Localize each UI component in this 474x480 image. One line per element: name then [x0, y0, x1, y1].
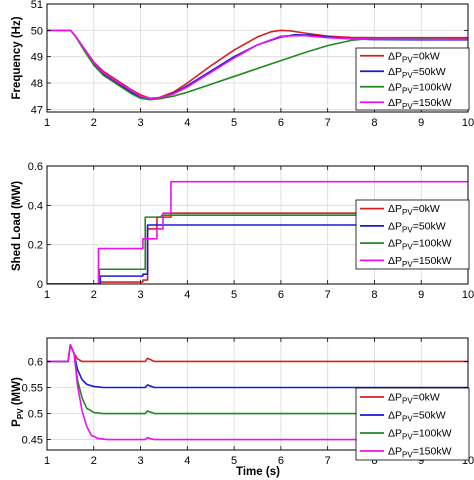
series-line-3 — [47, 29, 468, 100]
ylabel-pv-prefix: P — [11, 419, 23, 427]
legend-label-3: ΔPPV=150kW — [388, 97, 452, 111]
ylabel-pv-sub: PV — [16, 408, 25, 419]
x-tick-label: 8 — [371, 455, 377, 467]
legend-label-2: ΔPPV=100kW — [388, 81, 452, 95]
x-tick-label: 2 — [91, 289, 97, 301]
y-tick-label: 0.4 — [28, 200, 43, 212]
x-tick-label: 9 — [418, 289, 424, 301]
legend-label-3: ΔPPV=150kW — [388, 446, 452, 460]
x-tick-label: 1 — [44, 117, 50, 129]
series-line-2 — [47, 29, 468, 101]
ylabel-shed-load: Shed Load (MW) — [11, 181, 23, 271]
y-tick-label: 0.5 — [28, 409, 43, 421]
y-tick-label: 0.45 — [22, 435, 43, 447]
y-tick-label: 0.6 — [28, 161, 43, 173]
y-tick-label: 50 — [31, 25, 43, 37]
legend-box — [355, 387, 470, 461]
legend-label-2: ΔPPV=100kW — [388, 238, 452, 252]
y-tick-label: 49 — [31, 52, 43, 64]
legend: ΔPPV=0kW ΔPPV=50kW ΔPPV=100kW ΔPPV=150kW — [355, 199, 470, 270]
x-tick-label: 5 — [231, 289, 237, 301]
series-line-3 — [47, 343, 468, 441]
legend-label-1: ΔPPV=50kW — [388, 410, 446, 424]
ylabel-frequency: Frequency (Hz) — [11, 16, 23, 99]
series-line-1 — [47, 224, 468, 284]
x-tick-label: 4 — [184, 455, 190, 467]
legend-label-2: ΔPPV=100kW — [388, 428, 452, 442]
x-tick-label: 3 — [137, 455, 143, 467]
x-tick-label: 4 — [184, 289, 190, 301]
panel-shed-load: Shed Load (MW) 1 2 3 4 5 6 7 8 9 10 0 0.2 0.4 0.6 ΔPPV… — [11, 161, 474, 301]
series-line-3 — [47, 180, 468, 284]
x-tick-label: 6 — [278, 117, 284, 129]
legend-label-1: ΔPPV=50kW — [388, 66, 446, 80]
x-tick-label: 6 — [278, 289, 284, 301]
x-tick-label: 8 — [371, 117, 377, 129]
y-tick-label: 0.6 — [28, 356, 43, 368]
x-tick-label: 7 — [325, 289, 331, 301]
xlabel-time: Time (s) — [236, 466, 280, 478]
x-tick-label: 10 — [462, 289, 474, 301]
y-tick-label: 51 — [31, 0, 43, 11]
x-tick-label: 4 — [184, 117, 190, 129]
x-tick-label: 9 — [418, 117, 424, 129]
y-tick-label: 0 — [37, 279, 43, 291]
y-tick-label: 48 — [31, 78, 43, 90]
x-tick-label: 7 — [325, 117, 331, 129]
legend-label-0: ΔPPV=0kW — [388, 392, 440, 406]
x-tick-label: 2 — [91, 455, 97, 467]
legend-box — [355, 199, 470, 270]
x-tick-label: 5 — [231, 455, 237, 467]
y-tick-label: 0.2 — [28, 240, 43, 252]
ylabel-pv-power: PPV (MW) — [11, 377, 25, 427]
panel-frequency: Frequency (Hz) 1 2 3 4 5 6 7 8 9 10 47 48 49 50 51 ΔPPV… — [11, 0, 474, 129]
ylabel-pv-suffix: (MW) — [11, 377, 23, 408]
legend-label-0: ΔPPV=0kW — [388, 203, 440, 217]
legend-label-1: ΔPPV=50kW — [388, 220, 446, 234]
x-tick-label: 2 — [91, 117, 97, 129]
x-tick-label: 1 — [44, 289, 50, 301]
legend: ΔPPV=0kW ΔPPV=50kW ΔPPV=100kW ΔPPV=150kW — [355, 387, 470, 461]
series-line-2 — [47, 214, 468, 284]
x-tick-label: 8 — [371, 289, 377, 301]
legend-label-0: ΔPPV=0kW — [388, 50, 440, 64]
x-tick-label: 6 — [278, 455, 284, 467]
legend-label-3: ΔPPV=150kW — [388, 255, 452, 269]
x-tick-label: 1 — [44, 455, 50, 467]
x-tick-label: 5 — [231, 117, 237, 129]
x-tick-label: 10 — [462, 117, 474, 129]
x-tick-label: 3 — [137, 117, 143, 129]
x-tick-label: 3 — [137, 289, 143, 301]
y-tick-label: 0.55 — [22, 382, 43, 394]
x-tick-label: 9 — [418, 455, 424, 467]
panel-pv-power: PPV (MW) Time (s) 1 2 3 4 5 6 7 8 9 100.450.50.55… — [11, 337, 474, 478]
y-tick-label: 47 — [31, 104, 43, 116]
x-tick-label: 7 — [325, 455, 331, 467]
legend-box — [355, 47, 470, 111]
